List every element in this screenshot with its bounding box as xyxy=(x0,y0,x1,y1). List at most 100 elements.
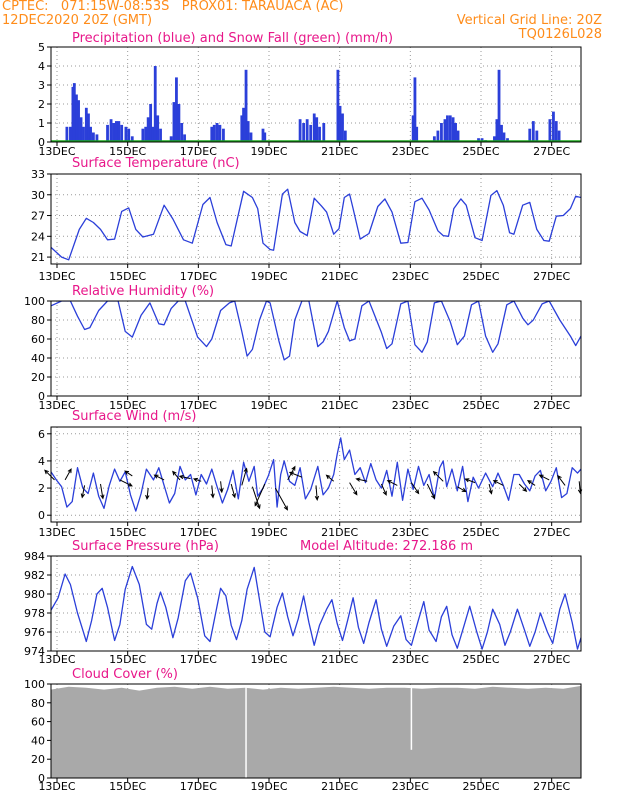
y-tick-label: 0 xyxy=(38,136,45,149)
plot-frame xyxy=(50,173,582,265)
x-tick-label: 17DEC xyxy=(180,399,217,412)
precip-bar xyxy=(315,117,319,142)
y-tick-label: 20 xyxy=(31,371,45,384)
y-tick-label: 2 xyxy=(38,98,45,111)
x-tick-label: 21DEC xyxy=(321,270,358,283)
precip-bar xyxy=(446,115,449,142)
x-tick-label: 21DEC xyxy=(321,780,358,793)
panel-title: Cloud Cover (%) xyxy=(72,667,178,682)
precip-bar xyxy=(82,126,85,142)
precip-bar xyxy=(432,136,436,142)
x-tick-label: 21DEC xyxy=(321,653,358,666)
y-tick-label: 1 xyxy=(38,117,45,130)
grid xyxy=(51,301,581,396)
precip-bar xyxy=(153,66,157,142)
precip-bar xyxy=(436,130,440,142)
precip-bar xyxy=(144,126,148,142)
x-tick-label: 15DEC xyxy=(109,145,146,158)
grid xyxy=(51,556,581,651)
precip-bar xyxy=(127,128,131,142)
precip-bar xyxy=(341,113,344,142)
precip-bar xyxy=(65,126,69,142)
wind-arrow xyxy=(410,482,420,495)
plot-frame xyxy=(50,300,582,397)
precip-bar xyxy=(493,136,496,142)
wind-arrow xyxy=(432,470,444,482)
precip-bar xyxy=(156,115,160,142)
precip-bar xyxy=(249,132,253,142)
wind-arrow xyxy=(230,483,236,499)
precip-bar xyxy=(443,119,447,142)
series-group xyxy=(51,684,581,778)
precip-bar xyxy=(318,126,321,142)
panel-title: Relative Humidity (%) xyxy=(72,284,214,299)
x-tick-label: 15DEC xyxy=(109,526,146,539)
precip-bar xyxy=(210,126,214,142)
panel-precip: 0 1 2 3 4 5 13DEC 15DEC 17DEC 19DEC 21DEC 23DEC 25DE… xyxy=(38,31,582,158)
y-tick-label: 2 xyxy=(38,482,45,495)
y-tick-label: 0 xyxy=(38,390,45,403)
wind-arrow xyxy=(426,483,436,500)
precip-bar xyxy=(454,123,457,142)
y-tick-label: 60 xyxy=(31,716,45,729)
x-tick-label: 19DEC xyxy=(250,399,287,412)
precip-bar xyxy=(535,130,539,142)
x-tick-label: 27DEC xyxy=(533,399,570,412)
precip-bar xyxy=(305,119,309,142)
y-tick-label: 24 xyxy=(31,230,45,243)
grid-line-note: Vertical Grid Line: 20Z xyxy=(456,13,602,28)
y-tick-label: 60 xyxy=(31,333,45,346)
x-tick-label: 15DEC xyxy=(109,780,146,793)
wind-arrow xyxy=(538,474,550,481)
precip-bar xyxy=(242,107,245,142)
precip-bar xyxy=(413,77,417,142)
wind-arrow xyxy=(210,485,215,499)
y-tick-label: 20 xyxy=(31,753,45,766)
panel-title: Surface Wind (m/s) xyxy=(72,409,196,424)
precip-bar xyxy=(338,105,342,142)
precip-bar xyxy=(554,121,558,142)
panel-title: Surface Temperature (nC) xyxy=(72,156,240,171)
panel-wind: 0 2 4 6 13DEC 15DEC 17DEC 19DEC 21DEC 23DEC 25DEC 2… xyxy=(38,409,583,539)
precip-bar xyxy=(309,124,313,142)
x-tick-label: 25DEC xyxy=(462,780,499,793)
wind-arrow xyxy=(386,480,398,486)
wind-arrow xyxy=(288,471,303,478)
panel-temp: 21 24 27 30 33 13DEC 15DEC 17DEC 19DEC 21DEC 23DEC… xyxy=(31,156,582,283)
precip-bar xyxy=(89,126,92,142)
wind-arrow xyxy=(380,483,387,496)
y-tick-label: 3 xyxy=(38,79,45,92)
series-group xyxy=(51,188,581,261)
wind-arrow xyxy=(518,483,528,493)
press-line xyxy=(51,565,581,650)
precip-bar xyxy=(151,126,155,142)
wind-arrow xyxy=(488,483,493,495)
y-tick-label: 984 xyxy=(24,550,45,563)
panel-annotation: Model Altitude: 272.186 m xyxy=(300,539,473,554)
x-tick-label: 13DEC xyxy=(38,399,75,412)
precip-bar xyxy=(124,126,128,142)
x-tick-label: 19DEC xyxy=(250,145,287,158)
y-tick-label: 40 xyxy=(31,352,45,365)
precip-bar xyxy=(440,123,443,142)
grid xyxy=(51,174,581,264)
x-tick-label: 25DEC xyxy=(462,145,499,158)
precip-bar xyxy=(448,115,452,142)
y-tick-label: 980 xyxy=(24,588,45,601)
y-tick-label: 27 xyxy=(31,210,45,223)
wind-arrow xyxy=(251,486,261,510)
precip-bar xyxy=(531,121,535,142)
precip-bar xyxy=(141,128,145,142)
x-tick-label: 17DEC xyxy=(180,270,217,283)
precip-bar xyxy=(456,130,460,142)
wind-arrow xyxy=(349,482,358,496)
precip-bar xyxy=(215,123,219,142)
x-tick-label: 17DEC xyxy=(180,526,217,539)
x-tick-label: 19DEC xyxy=(250,780,287,793)
panel-title: Surface Pressure (hPa) xyxy=(72,539,219,554)
precip-bar xyxy=(212,124,216,142)
x-tick-label: 25DEC xyxy=(462,270,499,283)
x-tick-label: 27DEC xyxy=(533,653,570,666)
series-group xyxy=(51,565,581,650)
